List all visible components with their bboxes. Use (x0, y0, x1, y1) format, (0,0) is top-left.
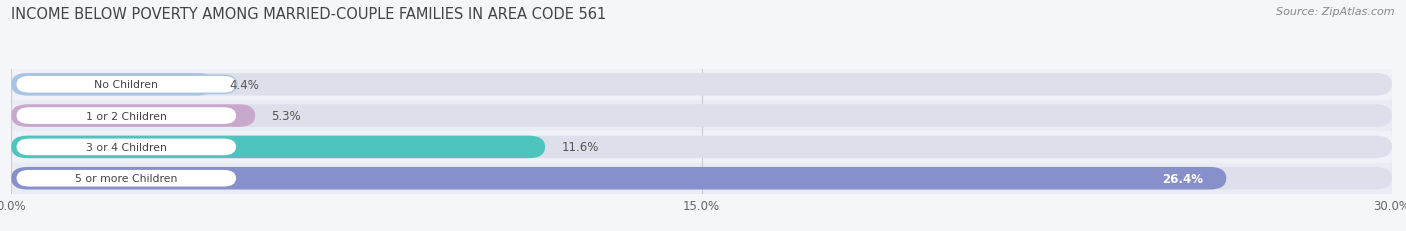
Bar (11, 69, 1392, 100)
Text: 26.4%: 26.4% (1163, 172, 1204, 185)
FancyBboxPatch shape (15, 107, 236, 125)
Text: 11.6%: 11.6% (561, 141, 599, 154)
FancyBboxPatch shape (11, 74, 1392, 96)
FancyBboxPatch shape (11, 136, 546, 158)
Bar (11, 163, 1392, 194)
FancyBboxPatch shape (15, 138, 236, 156)
Bar (11, 100, 1392, 132)
FancyBboxPatch shape (11, 105, 1392, 127)
Text: 4.4%: 4.4% (229, 78, 260, 91)
FancyBboxPatch shape (11, 74, 214, 96)
FancyBboxPatch shape (11, 167, 1392, 190)
FancyBboxPatch shape (11, 105, 254, 127)
FancyBboxPatch shape (11, 136, 1392, 158)
FancyBboxPatch shape (15, 76, 236, 94)
Bar (11, 132, 1392, 163)
Text: No Children: No Children (94, 80, 159, 90)
FancyBboxPatch shape (11, 167, 1226, 190)
Text: Source: ZipAtlas.com: Source: ZipAtlas.com (1277, 7, 1395, 17)
Text: 5.3%: 5.3% (271, 109, 301, 123)
Text: 1 or 2 Children: 1 or 2 Children (86, 111, 167, 121)
Text: 5 or more Children: 5 or more Children (75, 173, 177, 183)
Text: 3 or 4 Children: 3 or 4 Children (86, 142, 167, 152)
Text: INCOME BELOW POVERTY AMONG MARRIED-COUPLE FAMILIES IN AREA CODE 561: INCOME BELOW POVERTY AMONG MARRIED-COUPL… (11, 7, 606, 22)
FancyBboxPatch shape (15, 170, 236, 187)
